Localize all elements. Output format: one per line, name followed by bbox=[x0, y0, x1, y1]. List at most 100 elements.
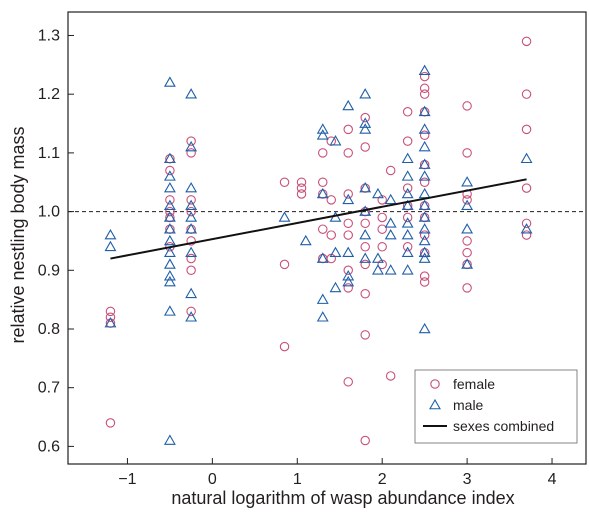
legend-label-female: female bbox=[453, 376, 495, 392]
male-point bbox=[104, 228, 117, 240]
female-point bbox=[360, 435, 370, 446]
male-point bbox=[163, 270, 176, 281]
male-point bbox=[418, 252, 431, 263]
male-point bbox=[461, 176, 474, 187]
female-point bbox=[165, 195, 175, 205]
female-point bbox=[360, 218, 370, 229]
female-point bbox=[343, 377, 353, 387]
female-point bbox=[279, 177, 290, 187]
male-point bbox=[359, 252, 372, 263]
x-tick-label: 4 bbox=[548, 471, 557, 488]
male-point bbox=[418, 234, 431, 246]
male-point bbox=[418, 158, 431, 169]
female-point bbox=[165, 206, 175, 217]
male-point bbox=[329, 246, 342, 257]
female-point bbox=[165, 165, 175, 176]
y-tick-label: 1.3 bbox=[38, 27, 60, 44]
female-point bbox=[360, 242, 370, 252]
male-point bbox=[461, 258, 474, 269]
legend: female male sexes combined bbox=[414, 369, 578, 444]
male-point bbox=[185, 287, 198, 299]
fit-line bbox=[110, 178, 527, 260]
male-point bbox=[185, 211, 198, 222]
female-point bbox=[419, 130, 430, 141]
female-point bbox=[360, 112, 370, 123]
male-point bbox=[316, 123, 329, 134]
female-point bbox=[385, 165, 396, 176]
female-point bbox=[105, 312, 116, 322]
female-point bbox=[521, 36, 532, 47]
legend-label-male: male bbox=[453, 397, 484, 413]
female-point bbox=[521, 183, 532, 193]
male-point bbox=[418, 199, 431, 211]
male-point bbox=[372, 252, 384, 263]
female-point bbox=[318, 148, 328, 158]
female-point bbox=[343, 230, 353, 240]
male-point bbox=[104, 317, 117, 328]
female-point bbox=[279, 259, 290, 270]
female-point bbox=[419, 83, 430, 94]
female-point bbox=[343, 189, 353, 199]
male-point bbox=[461, 223, 474, 234]
male-point bbox=[359, 181, 372, 193]
male-point bbox=[372, 264, 384, 275]
male-point bbox=[418, 246, 431, 257]
female-point bbox=[296, 189, 307, 199]
female-point bbox=[462, 195, 472, 205]
male-point bbox=[163, 199, 176, 211]
male-point bbox=[401, 152, 414, 164]
male-point bbox=[316, 252, 329, 263]
female-point bbox=[296, 177, 307, 187]
male-point bbox=[342, 270, 355, 281]
female-point bbox=[186, 306, 196, 317]
male-point bbox=[185, 311, 198, 322]
male-point bbox=[418, 123, 431, 134]
male-point bbox=[342, 275, 355, 287]
male-point bbox=[316, 187, 329, 199]
female-point bbox=[377, 224, 387, 234]
x-axis-title: natural logarithm of wasp abundance inde… bbox=[171, 488, 514, 508]
female-point bbox=[521, 230, 532, 240]
y-tick-label: 0.7 bbox=[38, 380, 60, 397]
male-point bbox=[163, 275, 176, 287]
female-point bbox=[462, 247, 472, 258]
male-point bbox=[163, 234, 176, 246]
female-point bbox=[419, 277, 430, 287]
male-point bbox=[163, 258, 176, 269]
female-point bbox=[402, 212, 413, 223]
female-point bbox=[402, 242, 413, 252]
female-point bbox=[462, 236, 472, 246]
y-tick-label: 0.6 bbox=[38, 438, 60, 455]
male-point bbox=[520, 152, 533, 164]
female-point bbox=[419, 177, 430, 187]
female-point bbox=[318, 177, 328, 187]
female-point bbox=[377, 242, 387, 252]
y-tick-label: 1.1 bbox=[38, 145, 60, 162]
female-point bbox=[343, 283, 353, 293]
male-point bbox=[418, 223, 431, 234]
male-point bbox=[185, 181, 198, 193]
female-point bbox=[105, 306, 116, 317]
x-tick-label: −1 bbox=[118, 471, 136, 488]
male-point bbox=[163, 223, 176, 234]
male-point bbox=[316, 129, 329, 140]
female-point bbox=[462, 101, 472, 111]
female-point bbox=[419, 230, 430, 240]
female-point bbox=[521, 124, 532, 135]
female-point bbox=[360, 142, 370, 152]
female-point bbox=[186, 206, 196, 217]
female-point bbox=[186, 195, 196, 205]
male-point bbox=[401, 264, 414, 275]
female-point bbox=[279, 341, 290, 352]
male-point bbox=[342, 99, 355, 111]
legend-marker-male bbox=[429, 398, 441, 410]
male-point bbox=[401, 187, 414, 199]
male-point bbox=[185, 88, 198, 99]
female-point bbox=[105, 418, 116, 428]
male-point bbox=[163, 152, 176, 164]
female-point bbox=[343, 148, 353, 158]
male-point bbox=[163, 76, 176, 87]
male-point bbox=[163, 181, 176, 193]
y-tick-label: 0.8 bbox=[38, 321, 60, 338]
female-point bbox=[419, 71, 430, 82]
